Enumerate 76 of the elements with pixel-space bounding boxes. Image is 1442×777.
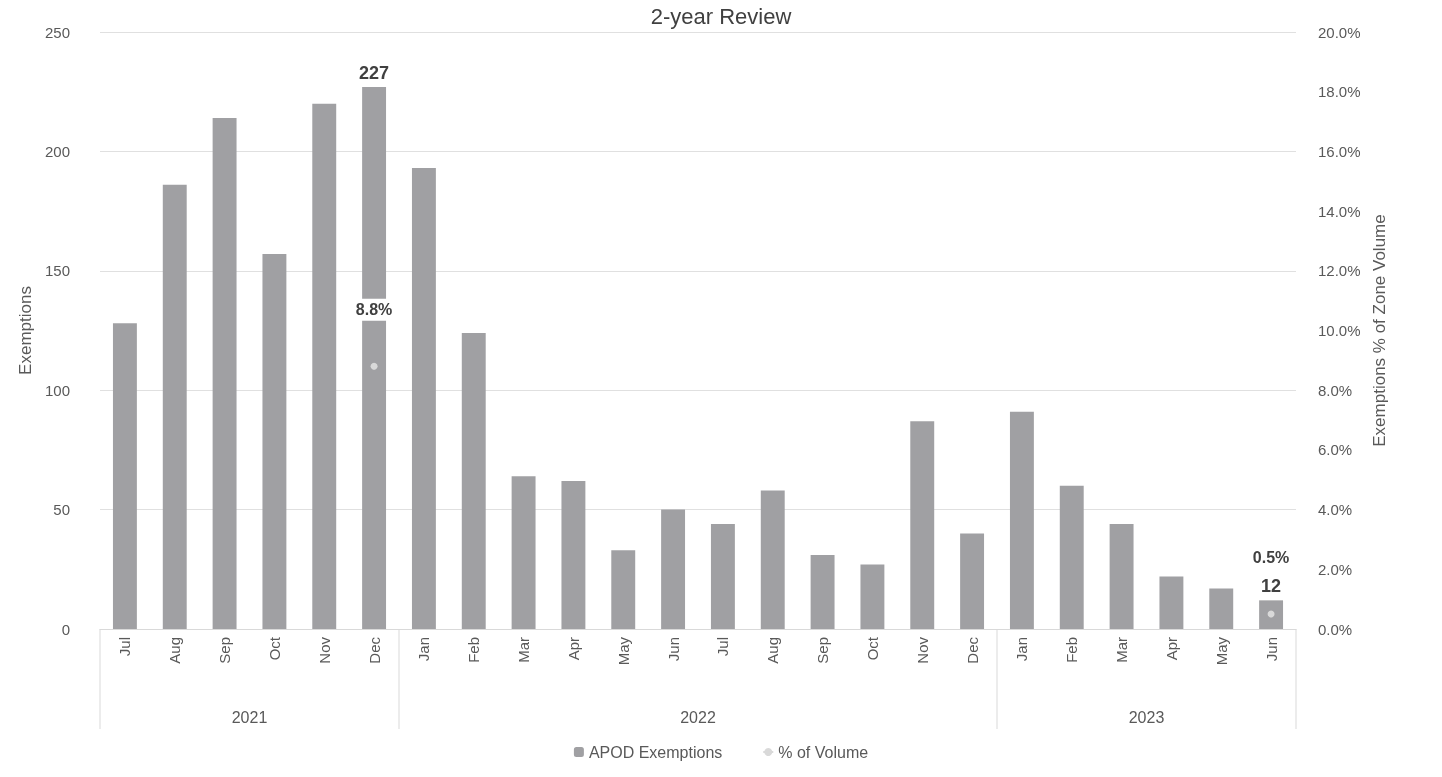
bar	[1159, 576, 1184, 629]
y-tick-label: 100	[44, 381, 70, 399]
y2-tick-label: 20.0%	[1318, 23, 1361, 41]
x-tick-label: Sep	[814, 637, 832, 664]
y-tick-label: 200	[44, 142, 70, 160]
y2-tick-label: 14.0%	[1318, 202, 1361, 220]
data-label: 227	[359, 62, 390, 83]
x-tick-label: Dec	[365, 636, 383, 664]
y-tick-label: 0	[61, 620, 70, 638]
x-tick-label: Jan	[415, 637, 433, 662]
bar	[112, 323, 137, 629]
bar	[262, 254, 287, 629]
x-tick-label: Aug	[764, 637, 782, 664]
text: 2022	[680, 708, 716, 726]
x-tick-label: Apr	[1162, 637, 1180, 661]
data-label: 0.5%	[1252, 549, 1290, 567]
x-tick-label: Jan	[1013, 637, 1031, 662]
y2-tick-label: 6.0%	[1318, 441, 1353, 459]
bar	[661, 509, 686, 629]
text: 2023	[1128, 708, 1165, 726]
y2-axis-title: Exemptions % of Zone Volume	[1370, 214, 1390, 447]
bar	[312, 103, 337, 629]
y2-tick-label: 10.0%	[1318, 322, 1361, 339]
y-tick-label: 150	[44, 262, 70, 280]
y-tick-label: 250	[44, 23, 70, 41]
x-tick-label: Jul	[116, 637, 134, 657]
bar	[511, 476, 536, 629]
bar	[760, 490, 785, 629]
y2-tick-label: 18.0%	[1318, 83, 1361, 101]
y2-tick-label: 4.0%	[1318, 501, 1353, 519]
legend-label: % of Volume	[778, 743, 869, 761]
y-axis-title: Exemptions	[16, 286, 36, 375]
bar	[810, 554, 835, 629]
y2-tick-label: 2.0%	[1318, 560, 1353, 578]
bar	[960, 533, 985, 629]
x-tick-label: May	[1212, 636, 1230, 666]
y-tick-label: 50	[53, 501, 70, 519]
y2-tick-label: 0.0%	[1318, 620, 1353, 638]
data-label: 12	[1261, 576, 1282, 597]
y2-tick-label: 8.0%	[1318, 381, 1353, 399]
legend-label: APOD Exemptions	[588, 743, 723, 761]
bar	[461, 332, 486, 629]
data-label: 8.8%	[355, 301, 393, 319]
x-tick-label: Feb	[1063, 637, 1081, 663]
x-tick-label: Apr	[564, 637, 582, 661]
x-tick-label: Mar	[1113, 637, 1131, 663]
x-tick-label: Jun	[664, 637, 682, 662]
bar	[212, 117, 237, 629]
x-tick-label: Mar	[515, 637, 533, 663]
y2-tick-label: 12.0%	[1318, 262, 1361, 280]
bar	[162, 184, 187, 629]
bar	[411, 168, 436, 629]
x-tick-label: May	[614, 636, 632, 666]
bar	[561, 480, 586, 629]
bar	[611, 550, 636, 629]
bar	[1259, 600, 1284, 629]
x-tick-label: Dec	[963, 636, 981, 664]
bar	[1109, 523, 1134, 629]
x-tick-label: Jun	[1262, 637, 1280, 662]
x-tick-label: Sep	[216, 637, 234, 664]
x-tick-label: Feb	[465, 637, 483, 663]
bar	[910, 421, 935, 629]
x-tick-label: Nov	[913, 636, 931, 664]
x-tick-label: Nov	[315, 636, 333, 664]
x-tick-label: Jul	[714, 637, 732, 657]
bar	[1059, 485, 1084, 629]
x-tick-label: Aug	[166, 637, 184, 664]
x-tick-label: Oct	[863, 636, 881, 661]
text: 2021	[231, 708, 268, 726]
x-tick-label: Oct	[265, 636, 283, 661]
bar	[860, 564, 885, 629]
bar	[1209, 588, 1234, 629]
bar	[710, 523, 735, 629]
bar	[1009, 411, 1034, 629]
y2-tick-label: 16.0%	[1318, 142, 1361, 160]
chart-title: 2-year Review	[650, 3, 792, 29]
